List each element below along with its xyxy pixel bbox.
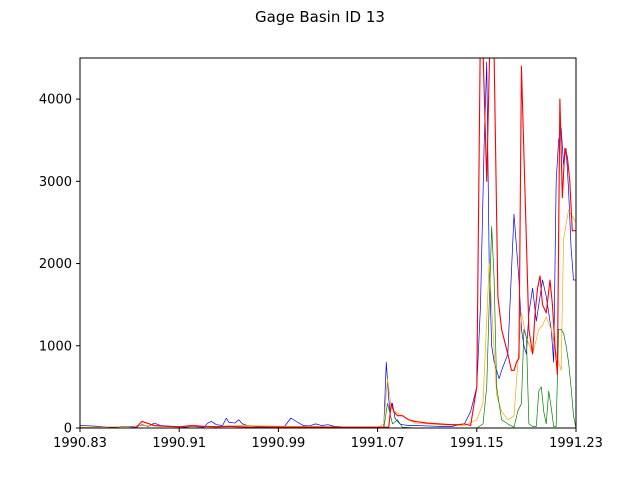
y-tick-label: 4000	[39, 93, 72, 108]
plot-frame	[79, 57, 577, 429]
series-line-1	[80, 61, 576, 428]
chart-title: Gage Basin ID 13	[255, 8, 385, 26]
y-tick-label: 3000	[39, 175, 72, 190]
x-tick-label: 1990.91	[152, 436, 206, 451]
series-line-4	[80, 58, 576, 428]
x-tick-label: 1991.23	[549, 436, 603, 451]
x-tick-label: 1990.99	[252, 436, 306, 451]
series-layer	[80, 58, 576, 428]
y-tick-label: 1000	[39, 339, 72, 354]
x-tick-label: 1991.07	[351, 436, 405, 451]
series-line-2	[80, 209, 576, 428]
y-tick-label: 0	[64, 422, 72, 437]
y-axis: 0 1000 2000 3000 4000	[39, 93, 80, 437]
y-tick-label: 2000	[39, 257, 72, 272]
x-axis: 1990.83 1990.91 1990.99 1991.07 1991.15 1991.…	[53, 428, 603, 451]
x-tick-label: 1990.83	[53, 436, 107, 451]
x-tick-label: 1991.15	[450, 436, 504, 451]
series-line-3	[80, 226, 576, 428]
